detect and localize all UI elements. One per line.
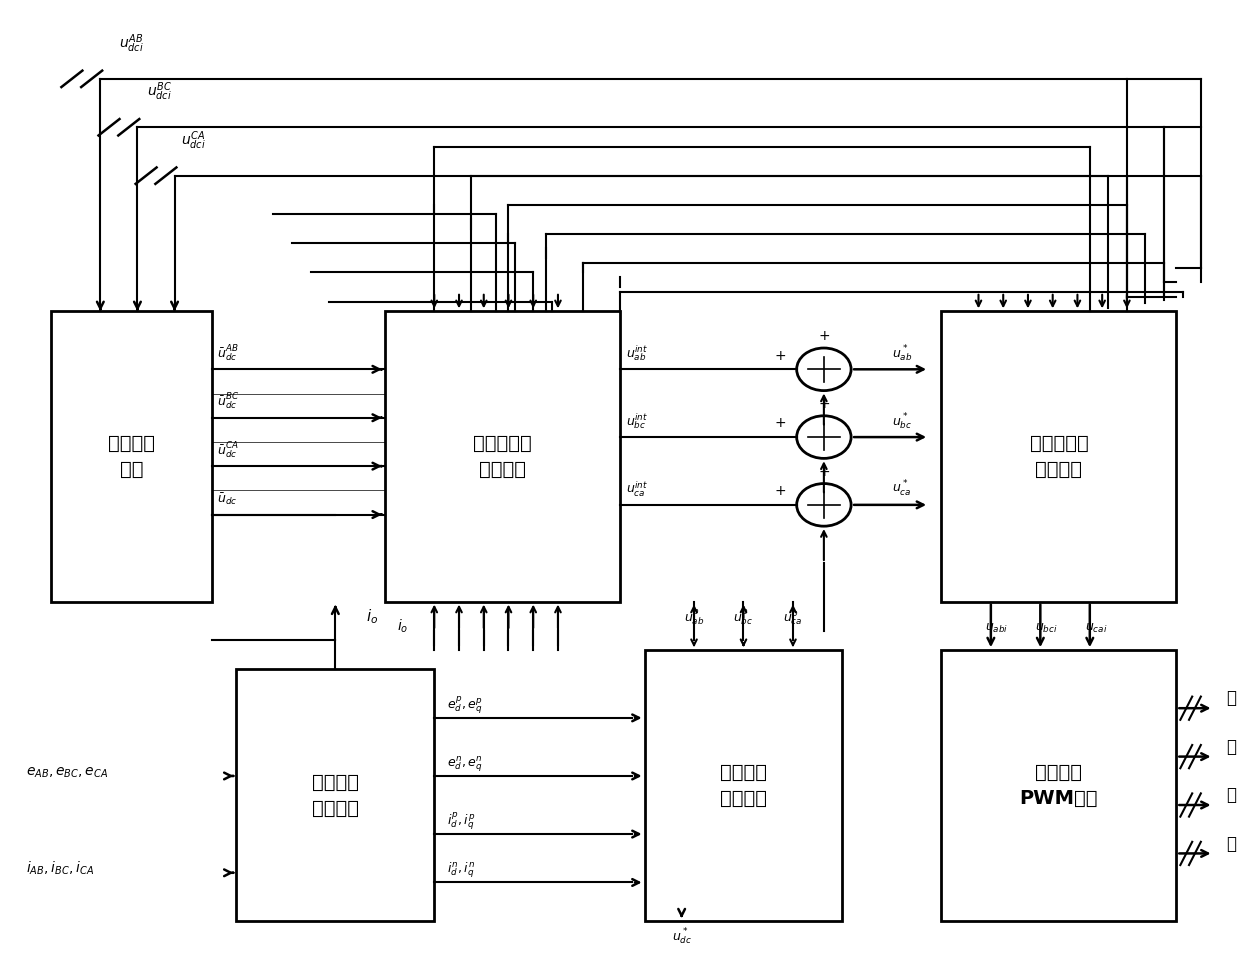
Text: $u_{cai}$: $u_{cai}$ [1085, 621, 1107, 635]
Text: $u_{bc}^{int}$: $u_{bc}^{int}$ [626, 412, 649, 431]
Text: +: + [818, 329, 830, 344]
Text: $i_o$: $i_o$ [366, 607, 378, 625]
Text: $u_{ab}^p$: $u_{ab}^p$ [683, 607, 704, 626]
Text: $e_d^n, e_q^n$: $e_d^n, e_q^n$ [446, 754, 482, 774]
Text: $u_{bc}^p$: $u_{bc}^p$ [733, 607, 754, 626]
Text: $u_{abi}$: $u_{abi}$ [986, 621, 1008, 635]
Text: $\bar{u}_{dc}$: $\bar{u}_{dc}$ [217, 491, 237, 507]
Text: $e_d^p, e_q^p$: $e_d^p, e_q^p$ [446, 694, 482, 716]
Text: 信: 信 [1226, 787, 1236, 804]
Text: 直流电压
处理: 直流电压 处理 [108, 434, 155, 480]
Text: $i_d^n, i_q^n$: $i_d^n, i_q^n$ [446, 861, 475, 881]
Text: +: + [775, 349, 786, 362]
FancyBboxPatch shape [237, 669, 434, 921]
Text: $\bar{u}_{dc}^{AB}$: $\bar{u}_{dc}^{AB}$ [217, 344, 238, 364]
Text: 相内直流侧
平衡控制: 相内直流侧 平衡控制 [1029, 434, 1089, 480]
Text: $u_{ab}^*$: $u_{ab}^*$ [892, 344, 913, 364]
Text: 整体直流
电压控制: 整体直流 电压控制 [720, 763, 768, 809]
Text: $u_{dci}^{AB}$: $u_{dci}^{AB}$ [119, 32, 144, 55]
Text: +: + [775, 417, 786, 430]
Text: 号: 号 [1226, 835, 1236, 853]
Text: $u_{ab}^{int}$: $u_{ab}^{int}$ [626, 344, 649, 363]
Text: $\bar{u}_{dc}^{BC}$: $\bar{u}_{dc}^{BC}$ [217, 392, 239, 413]
FancyBboxPatch shape [941, 651, 1177, 921]
Text: $u_{ca}^*$: $u_{ca}^*$ [892, 480, 911, 499]
Text: $i_o$: $i_o$ [397, 618, 408, 635]
Text: +: + [818, 465, 830, 479]
FancyBboxPatch shape [51, 312, 212, 602]
Text: $i_{AB},i_{BC},i_{CA}$: $i_{AB},i_{BC},i_{CA}$ [26, 859, 94, 877]
Text: 脉: 脉 [1226, 689, 1236, 707]
Text: $u_{dci}^{BC}$: $u_{dci}^{BC}$ [148, 81, 172, 103]
Text: 载波移相
PWM调制: 载波移相 PWM调制 [1019, 763, 1099, 809]
Text: $i_d^p, i_q^p$: $i_d^p, i_q^p$ [446, 811, 475, 832]
Text: $u_{dc}^*$: $u_{dc}^*$ [672, 926, 692, 947]
Text: $u_{ca}^{int}$: $u_{ca}^{int}$ [626, 480, 649, 499]
FancyBboxPatch shape [941, 312, 1177, 602]
Text: +: + [775, 485, 786, 498]
Text: $u_{bc}^*$: $u_{bc}^*$ [892, 412, 913, 432]
FancyBboxPatch shape [645, 651, 842, 921]
Text: 相间直流侧
平衡控制: 相间直流侧 平衡控制 [472, 434, 532, 480]
FancyBboxPatch shape [384, 312, 620, 602]
Text: $u_{ca}^p$: $u_{ca}^p$ [784, 609, 802, 626]
Text: $\bar{u}_{dc}^{CA}$: $\bar{u}_{dc}^{CA}$ [217, 441, 238, 460]
Text: $u_{bci}$: $u_{bci}$ [1035, 621, 1058, 635]
Text: $u_{dci}^{CA}$: $u_{dci}^{CA}$ [181, 129, 206, 151]
Text: 正负零序
分量分解: 正负零序 分量分解 [311, 773, 358, 819]
Text: +: + [818, 397, 830, 411]
Text: 冲: 冲 [1226, 738, 1236, 755]
Text: $e_{AB},e_{BC},e_{CA}$: $e_{AB},e_{BC},e_{CA}$ [26, 766, 108, 781]
